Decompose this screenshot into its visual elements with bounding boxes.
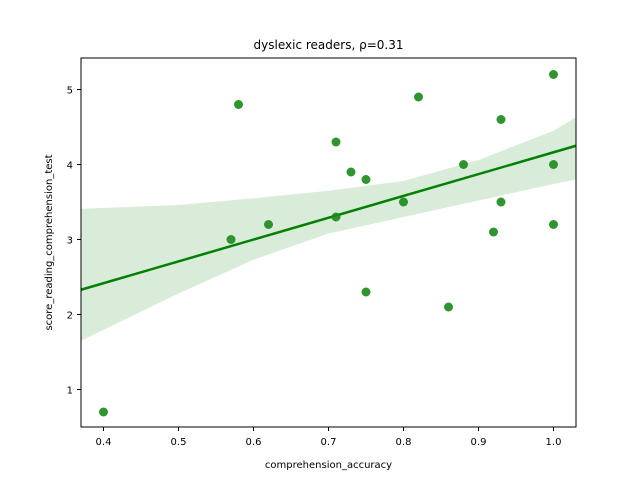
regression-line [80, 144, 577, 291]
data-point [459, 160, 468, 169]
y-tick-label: 4 [67, 161, 73, 172]
y-axis-label: score_reading_comprehension_test [44, 154, 55, 330]
regression-line-layer [80, 144, 577, 291]
x-axis-ticks: 0.4 0.5 0.6 0.7 0.8 0.9 1.0 [96, 427, 562, 448]
data-point [549, 70, 558, 79]
y-tick-label: 3 [67, 236, 73, 247]
x-tick-label: 1.0 [546, 437, 562, 448]
data-point [234, 100, 243, 109]
data-point [361, 287, 371, 297]
chart-title: dyslexic readers, ρ=0.31 [254, 38, 404, 52]
data-point [489, 227, 498, 237]
data-point [331, 137, 341, 147]
x-tick-label: 0.7 [321, 437, 337, 448]
y-tick-label: 5 [67, 86, 73, 97]
data-point [226, 235, 236, 244]
data-point [549, 160, 558, 169]
x-tick-label: 0.9 [471, 437, 487, 448]
confidence-band [81, 117, 576, 341]
x-tick-label: 0.4 [96, 437, 112, 448]
data-point [549, 220, 558, 229]
x-tick-label: 0.6 [246, 437, 262, 448]
data-points-layer [99, 70, 558, 417]
x-tick-label: 0.5 [171, 437, 187, 448]
data-point [444, 302, 453, 312]
x-tick-label: 0.8 [396, 437, 412, 448]
data-point [264, 220, 273, 229]
y-tick-label: 2 [67, 311, 73, 322]
data-point [346, 167, 356, 177]
data-point [414, 92, 423, 102]
data-point [496, 197, 506, 207]
data-point [331, 212, 341, 222]
x-axis-label: comprehension_accuracy [265, 460, 392, 471]
data-point [399, 197, 408, 207]
y-axis-ticks: 1 2 3 4 5 [67, 86, 81, 397]
y-tick-label: 1 [67, 386, 73, 397]
data-point [496, 115, 506, 124]
data-point [99, 407, 108, 417]
data-point [361, 175, 371, 184]
confidence-band-layer [81, 117, 576, 341]
